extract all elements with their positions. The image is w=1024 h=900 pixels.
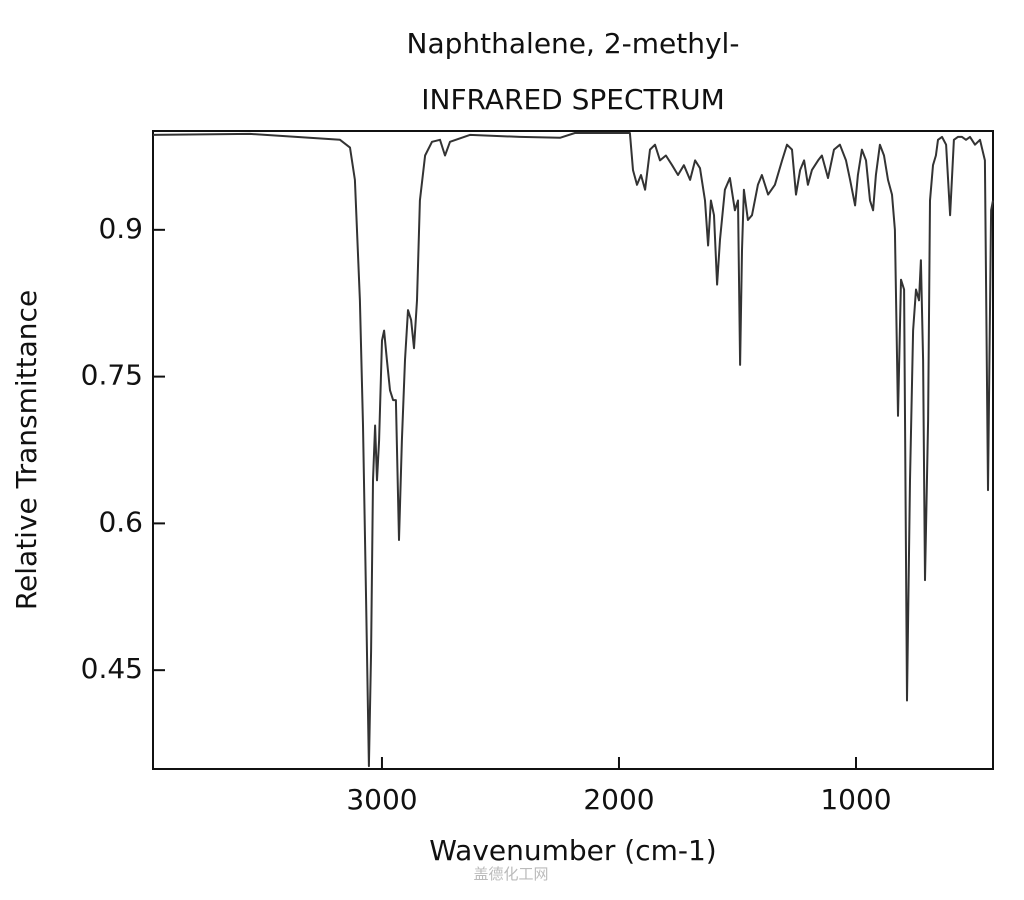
x-tick-label: 2000	[583, 783, 654, 816]
spectrum-line	[152, 132, 994, 768]
plot-frame	[152, 130, 994, 770]
chart-title: Naphthalene, 2-methyl-	[407, 27, 740, 60]
chart-subtitle: INFRARED SPECTRUM	[421, 83, 725, 116]
x-tick-label: 3000	[346, 783, 417, 816]
y-axis-label: Relative Transmittance	[10, 290, 43, 610]
y-tick-label: 0.45	[81, 652, 143, 685]
y-tick-label: 0.9	[98, 212, 143, 245]
x-axis-label: Wavenumber (cm-1)	[429, 834, 716, 867]
x-tick-label: 1000	[820, 783, 891, 816]
watermark: 盖德化工网	[473, 865, 548, 883]
y-tick-label: 0.75	[81, 359, 143, 392]
y-tick-label: 0.6	[98, 505, 143, 538]
